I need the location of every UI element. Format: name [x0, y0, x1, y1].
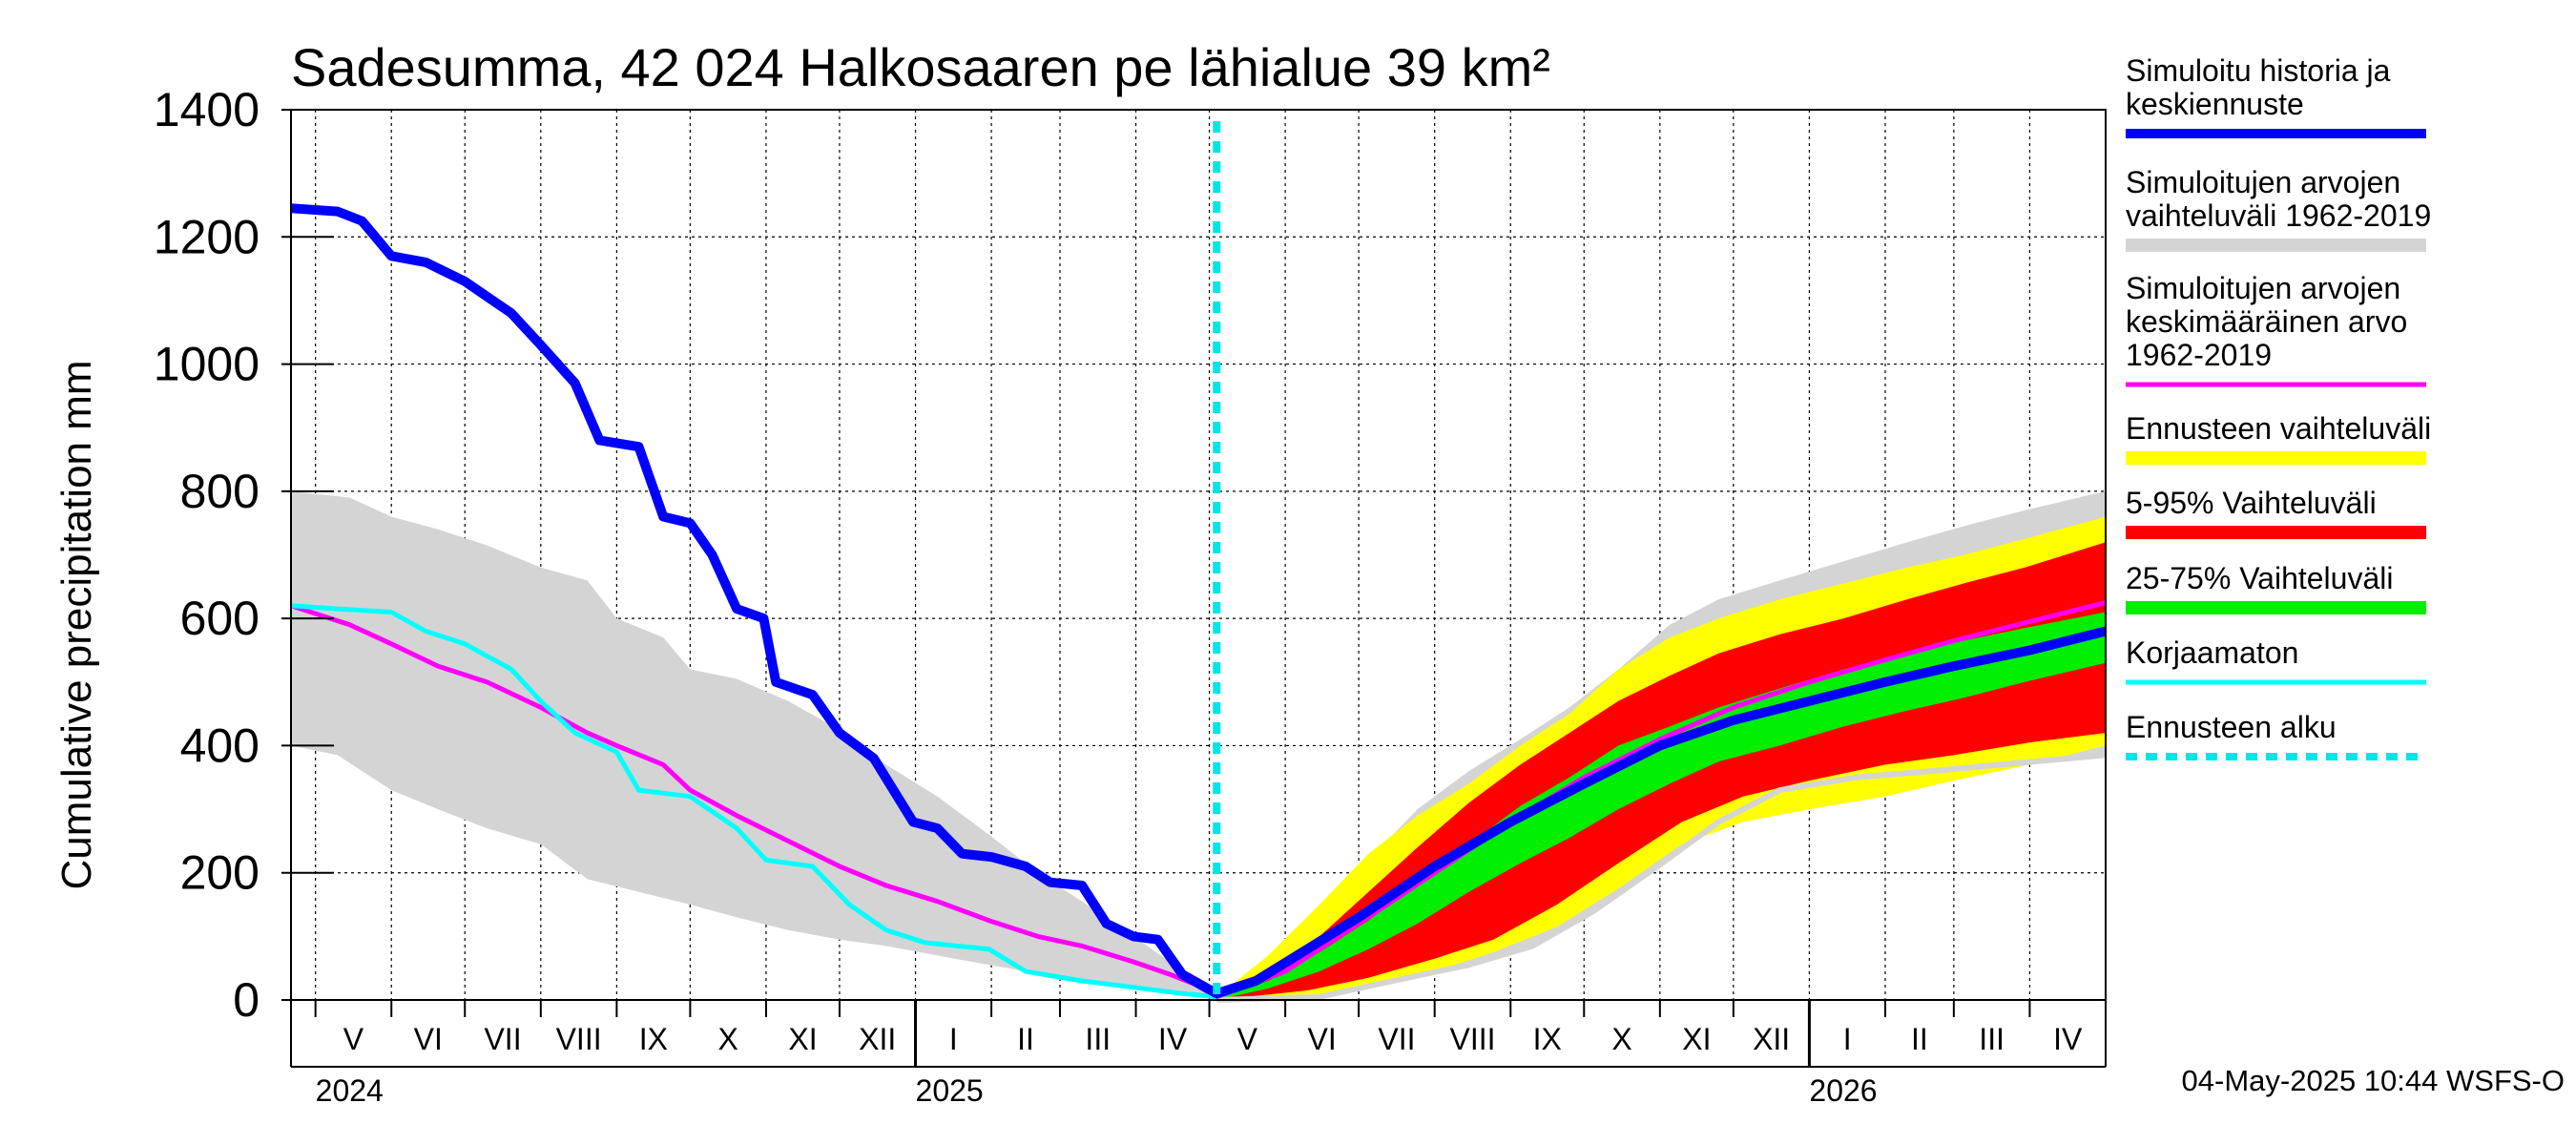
month-label-14: VII	[1378, 1022, 1415, 1056]
legend-label-range-25-75-0: 25-75% Vaihteluväli	[2126, 561, 2393, 595]
year-label-2026: 2026	[1809, 1073, 1877, 1108]
plot-area	[290, 109, 2108, 1003]
month-label-16: IX	[1533, 1022, 1562, 1056]
month-label-17: X	[1611, 1022, 1631, 1056]
line-uncorrected	[290, 603, 1217, 1000]
month-label-5: X	[718, 1022, 738, 1056]
month-label-10: III	[1085, 1022, 1111, 1056]
line-simulated-history-forecast	[290, 203, 2108, 999]
month-label-0: V	[343, 1022, 364, 1056]
legend-label-forecast-range-0: Ennusteen vaihteluväli	[2126, 411, 2431, 446]
legend-label-sim-history-1: keskiennuste	[2126, 87, 2304, 121]
band-history-range	[291, 490, 1213, 998]
year-label-2024: 2024	[316, 1073, 384, 1108]
legend-label-sim-mean-1: keskimääräinen arvo	[2126, 304, 2407, 339]
legend-label-sim-mean-2: 1962-2019	[2126, 338, 2272, 372]
chart-title: Sadesumma, 42 024 Halkosaaren pe lähialu…	[291, 37, 1550, 97]
month-label-4: IX	[639, 1022, 668, 1056]
legend-label-sim-mean-0: Simuloitujen arvojen	[2126, 271, 2400, 305]
line-simulated-min	[1216, 752, 2107, 1003]
legend-label-forecast-start-0: Ennusteen alku	[2126, 710, 2337, 744]
month-label-21: II	[1911, 1022, 1928, 1056]
month-label-22: III	[1979, 1022, 2005, 1056]
month-label-7: XII	[859, 1022, 896, 1056]
month-label-18: XI	[1682, 1022, 1711, 1056]
y-tick-label-1: 200	[180, 846, 260, 900]
month-label-12: V	[1237, 1022, 1258, 1056]
month-label-11: IV	[1158, 1022, 1188, 1056]
band-25-75	[1216, 612, 2106, 1000]
timestamp-footer: 04-May-2025 10:44 WSFS-O	[2182, 1064, 2565, 1097]
plot-frame	[290, 109, 2107, 1001]
month-label-15: VIII	[1449, 1022, 1495, 1056]
month-label-8: I	[949, 1022, 958, 1056]
month-label-23: IV	[2053, 1022, 2083, 1056]
legend-label-sim-range-0: Simuloitujen arvojen	[2126, 165, 2400, 199]
y-tick-label-2: 400	[180, 718, 260, 772]
legend-label-sim-range-1: vaihteluväli 1962-2019	[2126, 198, 2431, 233]
year-label-2025: 2025	[916, 1073, 984, 1108]
y-tick-label-3: 600	[180, 592, 260, 645]
month-label-13: VI	[1308, 1022, 1337, 1056]
plot-background	[291, 110, 2106, 1000]
legend-label-uncorrected-0: Korjaamaton	[2126, 635, 2298, 670]
y-tick-label-4: 800	[180, 465, 260, 518]
legend-label-range-5-95-0: 5-95% Vaihteluväli	[2126, 486, 2377, 520]
month-label-9: II	[1017, 1022, 1034, 1056]
y-tick-label-0: 0	[233, 973, 260, 1027]
month-label-19: XII	[1753, 1022, 1790, 1056]
y-tick-label-5: 1000	[154, 338, 260, 391]
month-label-20: I	[1843, 1022, 1852, 1056]
month-label-6: XI	[788, 1022, 817, 1056]
month-label-3: VIII	[556, 1022, 602, 1056]
legend-label-sim-history-0: Simuloitu historia ja	[2126, 53, 2391, 88]
y-tick-label-6: 1200	[154, 210, 260, 263]
axes: V VI VII VIII IX X XI XII I II III IV V VI VII VIII IX X X…	[154, 83, 2107, 1108]
month-label-2: VII	[484, 1022, 521, 1056]
y-tick-label-7: 1400	[154, 83, 260, 136]
y-axis-label: Cumulative precipitation mm	[53, 360, 100, 889]
month-label-1: VI	[414, 1022, 443, 1056]
